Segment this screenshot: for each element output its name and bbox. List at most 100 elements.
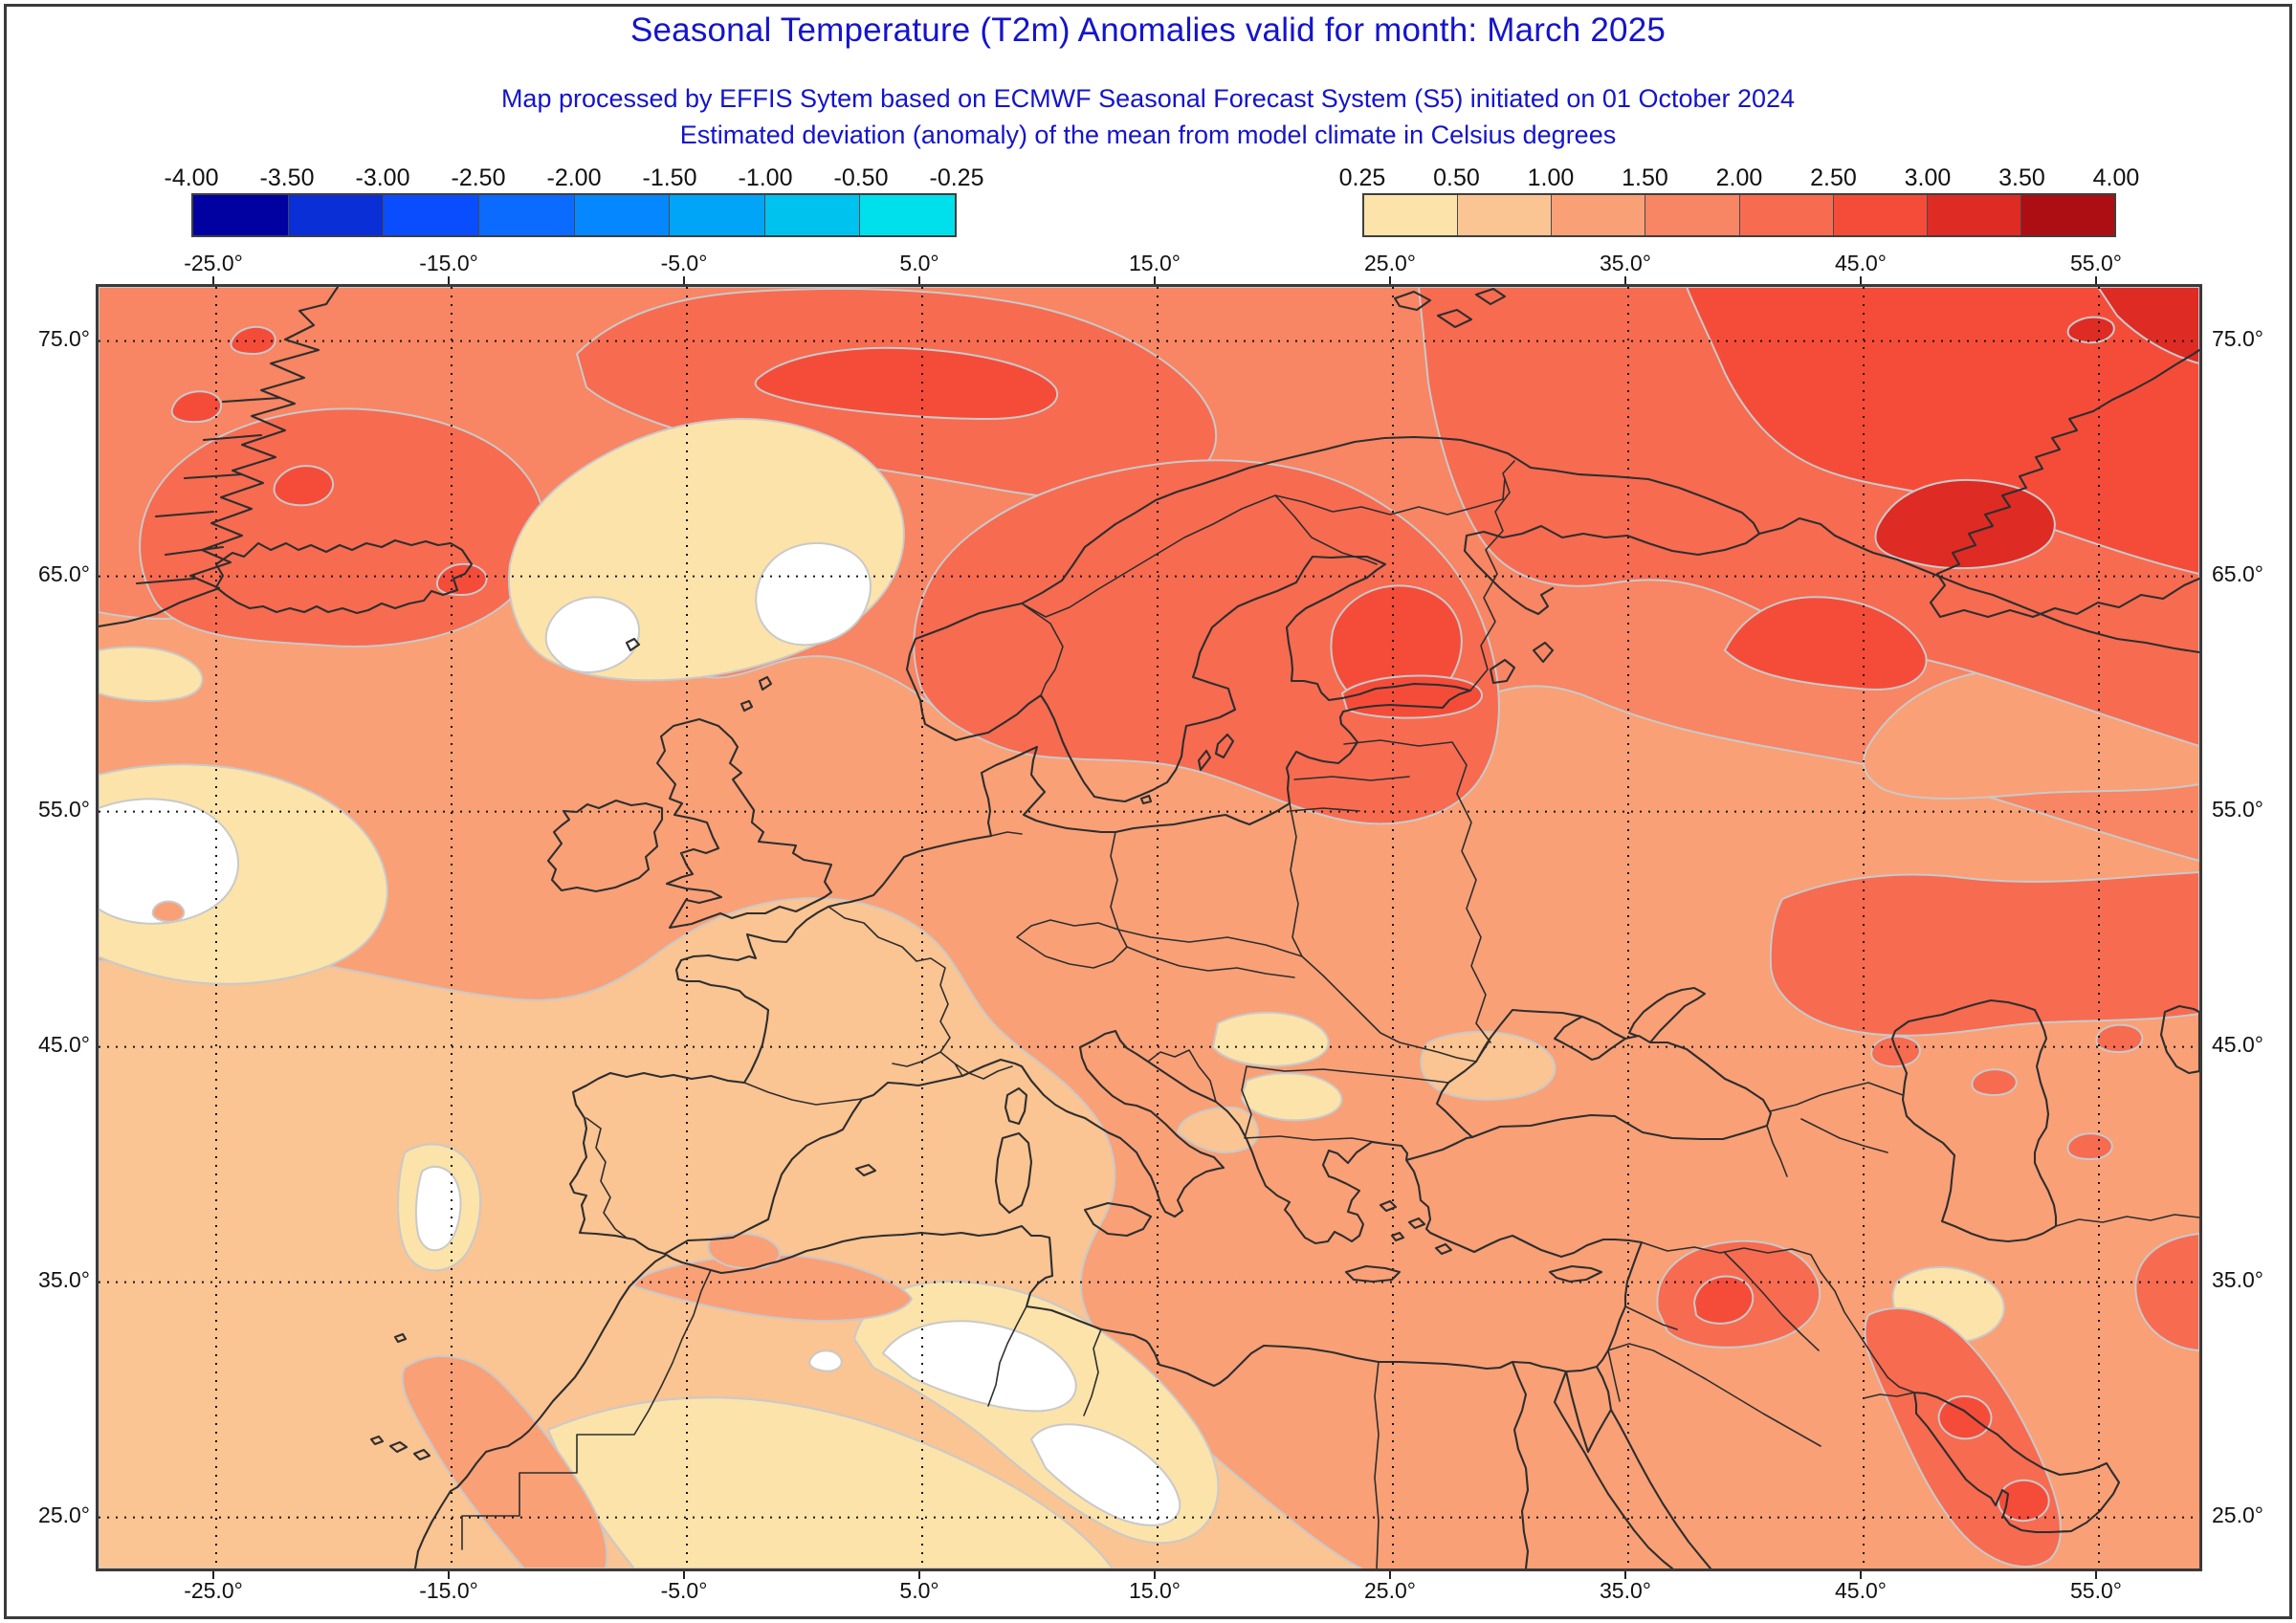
axis-tick xyxy=(683,1571,685,1579)
lat-label-right: 55.0° xyxy=(2212,796,2263,822)
axis-tick xyxy=(1154,1571,1156,1579)
axis-tick xyxy=(1860,1571,1862,1579)
axis-tick xyxy=(212,1571,214,1579)
axis-tick xyxy=(918,276,920,284)
river-nile xyxy=(1511,1360,1530,1568)
colorbar-negative-tick-label: -2.00 xyxy=(546,164,602,191)
lat-label-right: 65.0° xyxy=(2212,560,2263,586)
lat-label-left: 25.0° xyxy=(38,1502,90,1527)
colorbar-negative-tick-label: -0.25 xyxy=(929,164,984,191)
lat-label-right: 35.0° xyxy=(2212,1266,2263,1292)
graticule xyxy=(99,287,2199,1568)
colorbar-negative-cell xyxy=(384,195,479,235)
colorbar-negative-tick-label: -4.00 xyxy=(164,164,219,191)
lon-label-bottom: 45.0° xyxy=(1835,1578,1887,1603)
coastlines-and-borders xyxy=(99,287,2199,1568)
colorbar-positive: 0.25 0.50 1.00 1.50 2.00 2.50 3.00 3.50 4.00 xyxy=(1339,164,2139,239)
coastline-red-sea xyxy=(1553,1365,1712,1568)
axis-tick xyxy=(2095,1571,2097,1579)
lat-label-left: 45.0° xyxy=(38,1031,90,1057)
axis-tick xyxy=(1624,276,1626,284)
colorbar-positive-cell xyxy=(1833,195,1928,235)
coastline-greenland xyxy=(99,287,340,628)
coastline-islands xyxy=(369,637,1603,1461)
coastline-caspian-sea xyxy=(1890,998,2058,1243)
lat-label-right: 75.0° xyxy=(2212,325,2263,351)
anomaly-shading xyxy=(99,287,2199,1568)
lon-label-top: 55.0° xyxy=(2070,251,2122,275)
colorbar-positive-tick-label: 0.25 xyxy=(1338,164,1386,191)
axis-tick xyxy=(1389,276,1391,284)
lon-label-bottom: -15.0° xyxy=(419,1578,478,1603)
lat-label-left: 65.0° xyxy=(38,560,90,586)
lat-label-left: 55.0° xyxy=(38,796,90,822)
coastline-great-britain xyxy=(655,717,833,930)
map-canvas xyxy=(99,287,2199,1568)
page-title: Seasonal Temperature (T2m) Anomalies val… xyxy=(629,11,1667,49)
colorbar-negative-tick-label: -2.50 xyxy=(451,164,506,191)
colorbar-positive-tick-label: 2.00 xyxy=(1715,164,1763,191)
lon-label-top: -25.0° xyxy=(184,251,243,275)
lon-label-bottom: 25.0° xyxy=(1364,1578,1416,1603)
anomaly-map xyxy=(96,284,2202,1571)
colorbar-positive-tick-label: 1.00 xyxy=(1527,164,1575,191)
axis-tick xyxy=(1860,276,1862,284)
colorbar-positive-cell xyxy=(1552,195,1646,235)
colorbar-negative-cell xyxy=(574,195,671,235)
borders-middle-east-africa xyxy=(461,1082,2199,1568)
colorbar-positive-tick-label: 3.50 xyxy=(1998,164,2045,191)
coastline-atlantic-baltic xyxy=(568,689,1472,1256)
colorbar-negative: -4.00 -3.50 -3.00 -2.50 -2.00 -1.50 -1.00 -0.50… xyxy=(165,164,983,239)
colorbar-positive-tick-label: 0.50 xyxy=(1433,164,1480,191)
lat-label-left: 35.0° xyxy=(38,1266,90,1292)
colorbar-negative-cell xyxy=(193,195,289,235)
coastline-arctic-islands xyxy=(1393,287,1507,329)
lon-label-bottom: 35.0° xyxy=(1600,1578,1651,1603)
axis-tick xyxy=(1389,1571,1391,1579)
coastline-mediterranean xyxy=(663,1029,1644,1388)
axis-tick xyxy=(683,276,685,284)
colorbar-negative-cell xyxy=(764,195,861,235)
lon-label-top: 5.0° xyxy=(899,251,939,275)
lon-label-top: 15.0° xyxy=(1129,251,1181,275)
borders-western-europe xyxy=(585,831,1303,1239)
coastline-persian-gulf xyxy=(1912,1391,2121,1534)
colorbar-negative-cell xyxy=(478,195,575,235)
colorbar-positive-tick-label: 2.50 xyxy=(1810,164,1857,191)
coastline-iceland xyxy=(214,538,474,615)
axis-tick xyxy=(448,276,450,284)
colorbar-positive-cell xyxy=(1645,195,1740,235)
colorbar-positive-cell xyxy=(2020,195,2114,235)
lon-label-top: -15.0° xyxy=(419,251,478,275)
colorbar-negative-tick-label: -1.50 xyxy=(642,164,697,191)
subtitle-description: Estimated deviation (anomaly) of the mea… xyxy=(679,121,1617,149)
borders-scandinavia xyxy=(1021,460,1515,696)
colorbar-negative-tick-label: -1.00 xyxy=(738,164,793,191)
lon-label-bottom: 5.0° xyxy=(899,1578,939,1603)
colorbar-negative-tick-label: -3.50 xyxy=(259,164,315,191)
lon-label-top: 35.0° xyxy=(1600,251,1651,275)
coastline-morocco-atlantic xyxy=(413,1254,667,1568)
colorbar-negative-cell xyxy=(288,195,385,235)
lon-label-top: 45.0° xyxy=(1835,251,1887,275)
coastline-novaya-zemlya xyxy=(1929,348,2199,619)
colorbar-positive-cells xyxy=(1362,193,2116,237)
lon-label-top: -5.0° xyxy=(660,251,708,275)
lon-label-bottom: -5.0° xyxy=(660,1578,708,1603)
colorbar-positive-tick-label: 1.50 xyxy=(1622,164,1668,191)
lakes-ladoga-onega xyxy=(1489,641,1555,685)
coastline-fennoscandia xyxy=(905,435,1761,803)
colorbar-positive-tick-label: 4.00 xyxy=(2092,164,2140,191)
lon-label-bottom: 15.0° xyxy=(1129,1578,1181,1603)
lon-label-bottom: -25.0° xyxy=(184,1578,243,1603)
colorbar-negative-cells xyxy=(191,193,957,237)
colorbar-negative-cell xyxy=(860,195,955,235)
axis-tick xyxy=(1154,276,1156,284)
subtitle-source: Map processed by EFFIS Sytem based on EC… xyxy=(500,84,1796,113)
coastline-arctic-russia xyxy=(1757,516,2199,654)
colorbar-negative-tick-label: -3.00 xyxy=(355,164,410,191)
lon-label-bottom: 55.0° xyxy=(2070,1578,2122,1603)
lat-label-right: 45.0° xyxy=(2212,1031,2263,1057)
coastline-aral-sea xyxy=(2159,1004,2199,1075)
